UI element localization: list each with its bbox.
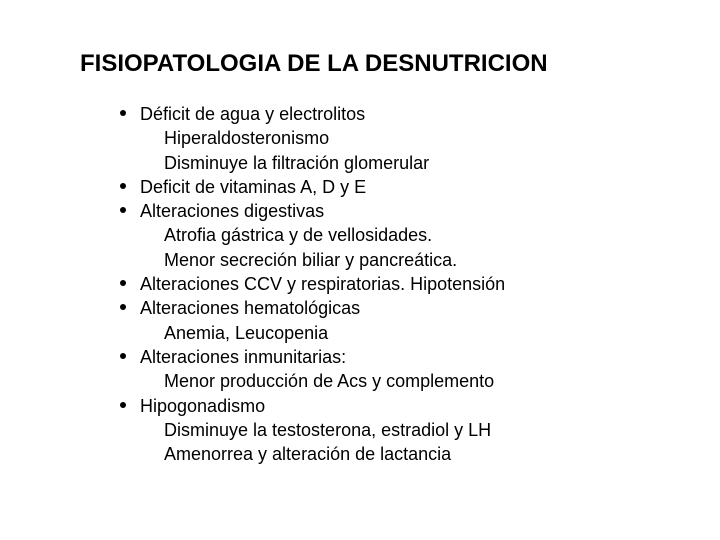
bullet-icon	[120, 110, 126, 116]
list-item: Alteraciones inmunitarias:	[140, 345, 660, 369]
list-item-text: Déficit de agua y electrolitos	[140, 104, 365, 124]
list-subitem: Anemia, Leucopenia	[140, 321, 660, 345]
bullet-icon	[120, 304, 126, 310]
list-item-text: Alteraciones CCV y respiratorias. Hipote…	[140, 274, 505, 294]
bullet-icon	[120, 280, 126, 286]
list-subitem: Amenorrea y alteración de lactancia	[140, 442, 660, 466]
bullet-icon	[120, 402, 126, 408]
list-subitem: Atrofia gástrica y de vellosidades.	[140, 223, 660, 247]
slide-title: FISIOPATOLOGIA DE LA DESNUTRICION	[80, 50, 660, 78]
list-item: Hipogonadismo	[140, 394, 660, 418]
list-item-text: Alteraciones digestivas	[140, 201, 324, 221]
bullet-icon	[120, 183, 126, 189]
list-item-text: Alteraciones inmunitarias:	[140, 347, 346, 367]
list-item-text: Alteraciones hematológicas	[140, 298, 360, 318]
bullet-icon	[120, 353, 126, 359]
list-subitem: Disminuye la filtración glomerular	[140, 151, 660, 175]
list-item: Déficit de agua y electrolitos	[140, 102, 660, 126]
list-subitem: Disminuye la testosterona, estradiol y L…	[140, 418, 660, 442]
list-subitem: Hiperaldosteronismo	[140, 126, 660, 150]
bullet-icon	[120, 207, 126, 213]
list-item-text: Deficit de vitaminas A, D y E	[140, 177, 366, 197]
list-subitem: Menor producción de Acs y complemento	[140, 369, 660, 393]
list-item: Alteraciones CCV y respiratorias. Hipote…	[140, 272, 660, 296]
list-item: Alteraciones hematológicas	[140, 296, 660, 320]
list-item: Alteraciones digestivas	[140, 199, 660, 223]
bullet-list: Déficit de agua y electrolitosHiperaldos…	[80, 102, 660, 466]
list-item: Deficit de vitaminas A, D y E	[140, 175, 660, 199]
list-item-text: Hipogonadismo	[140, 396, 265, 416]
list-subitem: Menor secreción biliar y pancreática.	[140, 248, 660, 272]
